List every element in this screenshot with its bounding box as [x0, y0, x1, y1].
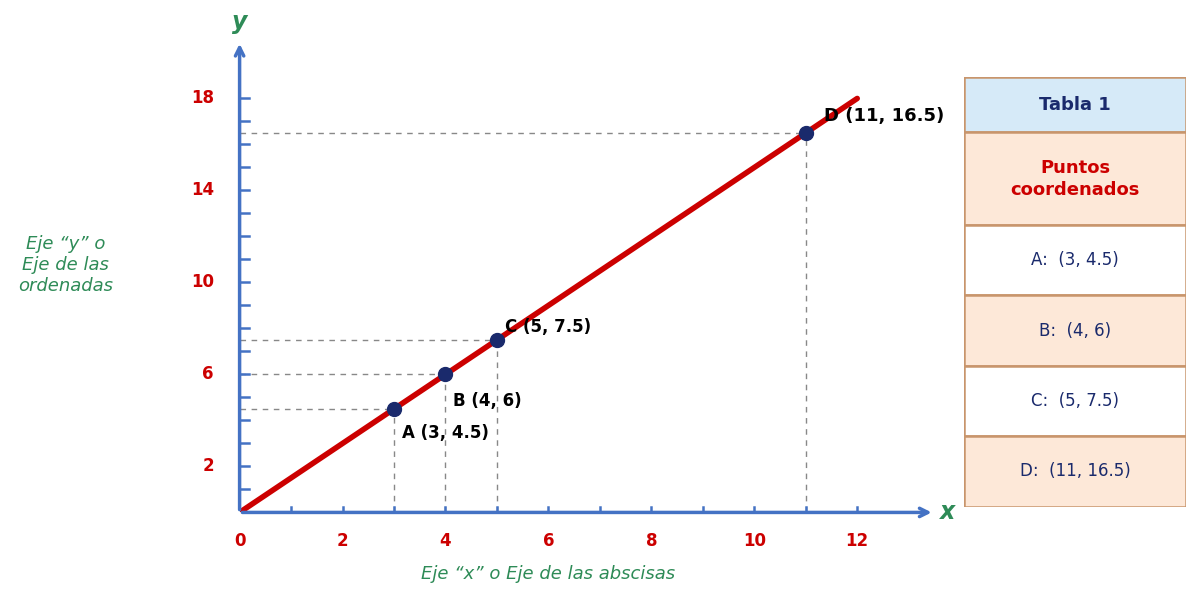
Text: 0: 0	[234, 532, 246, 550]
Text: Tabla 1: Tabla 1	[1040, 95, 1111, 114]
Text: 2: 2	[337, 532, 349, 550]
Text: Eje “x” o Eje de las abscisas: Eje “x” o Eje de las abscisas	[422, 565, 676, 583]
FancyBboxPatch shape	[964, 225, 1186, 295]
Text: x: x	[939, 501, 955, 524]
FancyBboxPatch shape	[964, 436, 1186, 507]
Text: B:  (4, 6): B: (4, 6)	[1039, 322, 1112, 339]
Text: y: y	[232, 10, 247, 34]
Text: Puntos
coordenados: Puntos coordenados	[1011, 158, 1139, 199]
Text: 14: 14	[190, 181, 214, 200]
Text: 18: 18	[190, 90, 214, 107]
Text: 10: 10	[190, 273, 214, 292]
Text: A (3, 4.5): A (3, 4.5)	[401, 424, 489, 442]
Text: A:  (3, 4.5): A: (3, 4.5)	[1031, 251, 1119, 269]
Text: Eje “y” o
Eje de las
ordenadas: Eje “y” o Eje de las ordenadas	[18, 235, 113, 295]
Text: 10: 10	[743, 532, 766, 550]
Text: 6: 6	[543, 532, 555, 550]
Text: C:  (5, 7.5): C: (5, 7.5)	[1031, 392, 1119, 410]
FancyBboxPatch shape	[964, 133, 1186, 225]
Text: 2: 2	[202, 458, 214, 475]
Text: B (4, 6): B (4, 6)	[453, 392, 522, 410]
Text: D:  (11, 16.5): D: (11, 16.5)	[1019, 462, 1131, 481]
Text: 6: 6	[202, 365, 214, 383]
Text: 8: 8	[646, 532, 658, 550]
Text: 12: 12	[846, 532, 869, 550]
Text: D (11, 16.5): D (11, 16.5)	[824, 107, 944, 125]
FancyBboxPatch shape	[964, 366, 1186, 436]
FancyBboxPatch shape	[964, 295, 1186, 366]
Text: C (5, 7.5): C (5, 7.5)	[504, 319, 591, 336]
FancyBboxPatch shape	[964, 77, 1186, 133]
Text: 4: 4	[440, 532, 452, 550]
